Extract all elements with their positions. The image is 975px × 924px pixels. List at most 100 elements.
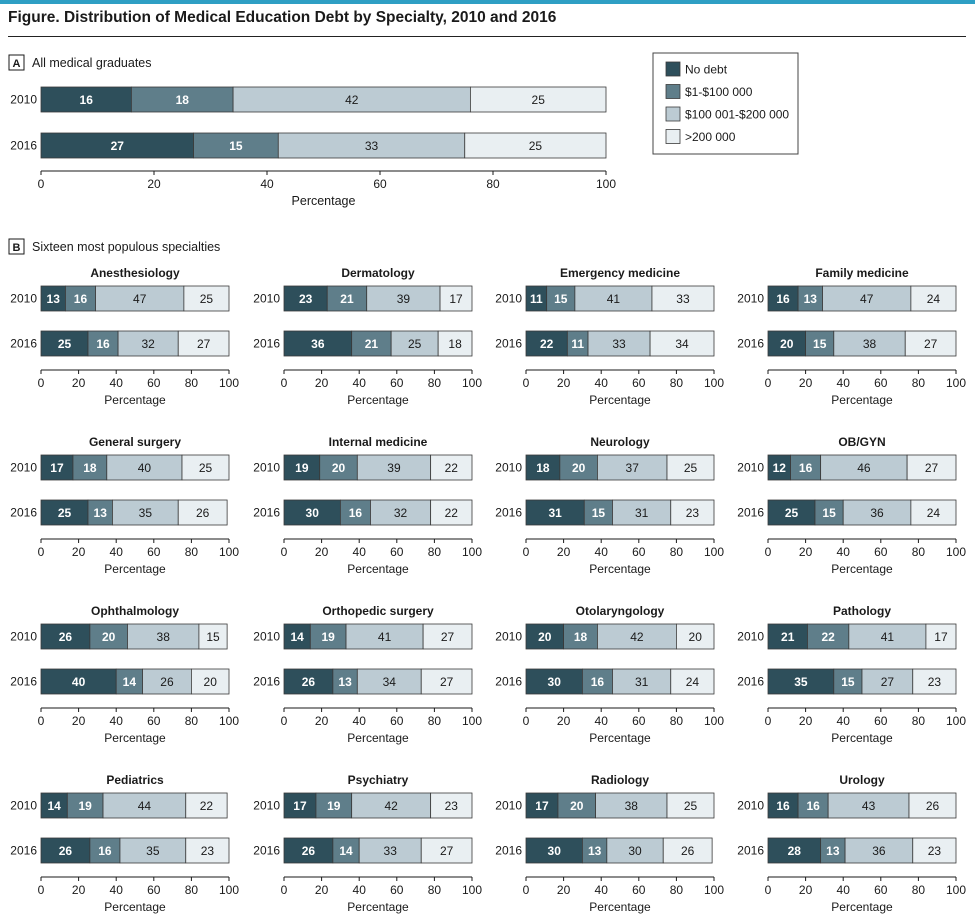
sp-otolaryngology-value-label: 24 [686, 675, 700, 689]
sp-pathology-bar-2016-no-debt [767, 668, 835, 695]
sp-ophthalmology-x-tick-label: 0 [38, 714, 45, 728]
sp-radiology-x-tick-label: 80 [670, 883, 684, 897]
sp-otolaryngology-title: Otolaryngology [576, 604, 665, 618]
sp-pathology-bar-2010-debt-1-100k [807, 623, 850, 650]
sp-urology-bar-2016-debt-1-100k [820, 837, 846, 864]
sp-family-medicine-bar-2010-debt-over-200k [910, 285, 957, 312]
sp-emergency-medicine-value-label: 11 [530, 292, 543, 306]
sp-internal-medicine-value-label: 16 [349, 506, 363, 520]
sp-anesthesiology-bar-2016-debt-1-100k [87, 330, 119, 357]
sp-anesthesiology-bar-2016-debt-over-200k [177, 330, 230, 357]
sp-radiology-x-tick-label: 0 [523, 883, 530, 897]
sp-dermatology-bar-2016-debt-1-100k [351, 330, 392, 357]
sp-ob-gyn-bar-2016-debt-100k-200k [842, 499, 912, 526]
sp-emergency-medicine-value-label: 15 [554, 292, 568, 306]
sp-urology-value-label: 26 [926, 799, 940, 813]
sp-internal-medicine-value-label: 19 [295, 461, 309, 475]
sp-pathology-x-tick-label: 20 [799, 714, 813, 728]
sp-orthopedic-surgery-title: Orthopedic surgery [322, 604, 434, 618]
sp-family-medicine-x-tick-label: 80 [912, 376, 926, 390]
sp-pathology-value-label: 22 [821, 630, 835, 644]
sp-otolaryngology-bar-2016-debt-1-100k [582, 668, 613, 695]
title-rule [8, 36, 966, 37]
sp-general-surgery-x-tick-label: 0 [38, 545, 45, 559]
sp-ob-gyn-value-label: 24 [927, 506, 941, 520]
sp-dermatology-title: Dermatology [341, 266, 415, 280]
sp-internal-medicine-value-label: 30 [306, 506, 320, 520]
sp-general-surgery-value-label: 13 [94, 506, 108, 520]
figure-title: Figure. Distribution of Medical Educatio… [8, 9, 557, 26]
panel-a-x-tick-label: 80 [486, 177, 500, 191]
sp-pathology-value-label: 23 [928, 675, 942, 689]
sp-radiology-value-label: 13 [588, 844, 602, 858]
sp-general-surgery-bar-2016-no-debt [40, 499, 89, 526]
sp-dermatology-bar-2016-no-debt [283, 330, 353, 357]
sp-pediatrics-value-label: 44 [138, 799, 152, 813]
sp-emergency-medicine-year-label: 2016 [495, 337, 522, 351]
sp-internal-medicine-value-label: 32 [394, 506, 408, 520]
sp-pathology-value-label: 41 [881, 630, 895, 644]
sp-ob-gyn-title: OB/GYN [838, 435, 885, 449]
sp-general-surgery-value-label: 40 [138, 461, 152, 475]
sp-pediatrics-bar-2010-no-debt [40, 792, 68, 819]
sp-radiology-value-label: 30 [548, 844, 562, 858]
sp-internal-medicine-x-axis-label: Percentage [347, 562, 409, 576]
sp-general-surgery-x-tick-label: 40 [110, 545, 124, 559]
sp-orthopedic-surgery-year-label: 2010 [253, 630, 280, 644]
sp-otolaryngology-year-label: 2016 [495, 675, 522, 689]
panel-a-value-label: 42 [345, 93, 359, 107]
sp-pediatrics-x-tick-label: 60 [147, 883, 161, 897]
sp-orthopedic-surgery-bar-2016-no-debt [283, 668, 334, 695]
sp-emergency-medicine-year-label: 2010 [495, 292, 522, 306]
sp-neurology-year-label: 2016 [495, 506, 522, 520]
sp-anesthesiology-year-label: 2016 [10, 337, 37, 351]
legend-swatch-debt-1-100k [665, 84, 681, 99]
sp-urology-year-label: 2010 [737, 799, 764, 813]
sp-anesthesiology-value-label: 16 [74, 292, 88, 306]
sp-neurology-x-axis-label: Percentage [589, 562, 651, 576]
sp-urology-x-tick-label: 80 [912, 883, 926, 897]
panel-a-year-label: 2016 [10, 139, 37, 153]
sp-ophthalmology-value-label: 26 [59, 630, 73, 644]
panel-a-bar-2016-no-debt [40, 132, 194, 159]
sp-emergency-medicine-value-label: 33 [676, 292, 690, 306]
sp-neurology-value-label: 23 [686, 506, 700, 520]
sp-ophthalmology-year-label: 2016 [10, 675, 37, 689]
sp-dermatology-x-tick-label: 0 [281, 376, 288, 390]
sp-neurology-bar-2010-debt-100k-200k [597, 454, 668, 481]
sp-dermatology-value-label: 21 [340, 292, 354, 306]
sp-psychiatry-x-axis-label: Percentage [347, 900, 409, 914]
sp-pathology-x-tick-label: 40 [837, 714, 851, 728]
sp-pediatrics-x-tick-label: 100 [219, 883, 239, 897]
sp-general-surgery-bar-2010-debt-over-200k [181, 454, 230, 481]
sp-ob-gyn-x-tick-label: 100 [946, 545, 966, 559]
sp-radiology-x-tick-label: 100 [704, 883, 724, 897]
sp-neurology-x-tick-label: 20 [557, 545, 571, 559]
sp-pediatrics-bar-2010-debt-100k-200k [102, 792, 187, 819]
sp-internal-medicine-x-tick-label: 80 [428, 545, 442, 559]
sp-psychiatry-bar-2016-debt-100k-200k [358, 837, 422, 864]
sp-family-medicine-title: Family medicine [815, 266, 909, 280]
sp-dermatology-bar-2010-debt-over-200k [439, 285, 473, 312]
sp-internal-medicine-value-label: 22 [445, 461, 459, 475]
sp-orthopedic-surgery-bar-2010-debt-100k-200k [345, 623, 424, 650]
sp-internal-medicine-bar-2010-debt-1-100k [319, 454, 358, 481]
legend-label-debt-over-200k: >200 000 [685, 130, 736, 144]
sp-pediatrics-value-label: 22 [200, 799, 214, 813]
sp-anesthesiology-value-label: 25 [58, 337, 72, 351]
sp-psychiatry-x-tick-label: 20 [315, 883, 329, 897]
sp-ophthalmology-x-tick-label: 60 [147, 714, 161, 728]
sp-orthopedic-surgery-value-label: 41 [378, 630, 392, 644]
panel-a-x-tick-label: 0 [38, 177, 45, 191]
sp-ophthalmology-x-tick-label: 80 [185, 714, 199, 728]
panel-a-letter: A [13, 58, 21, 70]
sp-pathology-bar-2016-debt-over-200k [912, 668, 957, 695]
sp-urology-x-tick-label: 40 [837, 883, 851, 897]
sp-otolaryngology-value-label: 42 [630, 630, 644, 644]
sp-otolaryngology-value-label: 16 [591, 675, 605, 689]
sp-neurology-bar-2016-debt-100k-200k [612, 499, 672, 526]
sp-internal-medicine-x-tick-label: 40 [353, 545, 367, 559]
sp-ob-gyn-x-tick-label: 80 [912, 545, 926, 559]
sp-dermatology-year-label: 2016 [253, 337, 280, 351]
legend-swatch-debt-100k-200k [665, 106, 681, 122]
